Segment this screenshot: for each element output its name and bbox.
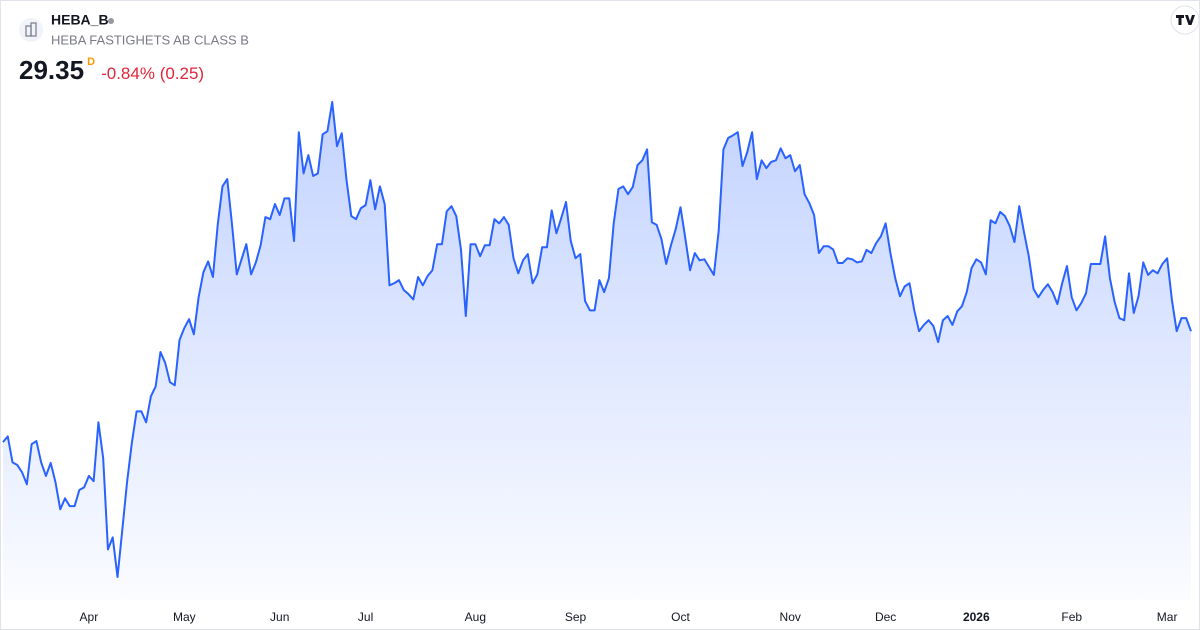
x-tick-label: Mar xyxy=(1157,610,1178,624)
price: 29.35 xyxy=(19,55,84,85)
brand-logo-bg xyxy=(1170,5,1200,35)
x-tick-label: Oct xyxy=(671,610,690,624)
x-tick-label: Dec xyxy=(875,610,896,624)
symbol: HEBA_B xyxy=(51,12,109,28)
change: -0.84% (0.25) xyxy=(101,64,204,83)
brand-logo-mark xyxy=(1176,15,1195,25)
area-fill xyxy=(3,102,1191,600)
header: HEBA_B HEBA FASTIGHETS AB CLASS B 29.35 … xyxy=(19,12,249,85)
status-dot xyxy=(108,18,114,24)
x-tick-label: Sep xyxy=(565,610,587,624)
symbol-logo-icon xyxy=(25,22,37,37)
change-percent: -0.84% xyxy=(101,64,155,83)
company-name: HEBA FASTIGHETS AB CLASS B xyxy=(51,32,249,47)
x-tick-label: Nov xyxy=(780,610,801,624)
price-line xyxy=(2,101,1192,578)
brand-logo[interactable] xyxy=(1170,5,1200,35)
x-tick-label: 2026 xyxy=(963,610,990,624)
x-tick-label: Aug xyxy=(465,610,486,624)
x-tick-label: Apr xyxy=(80,610,99,624)
interval: D xyxy=(87,56,95,68)
change-value: (0.25) xyxy=(160,64,204,83)
plot-area xyxy=(2,101,1192,600)
x-tick-label: May xyxy=(173,610,196,624)
x-tick-label: Jun xyxy=(270,610,289,624)
x-tick-label: Feb xyxy=(1061,610,1082,624)
x-tick-label: Jul xyxy=(358,610,373,624)
